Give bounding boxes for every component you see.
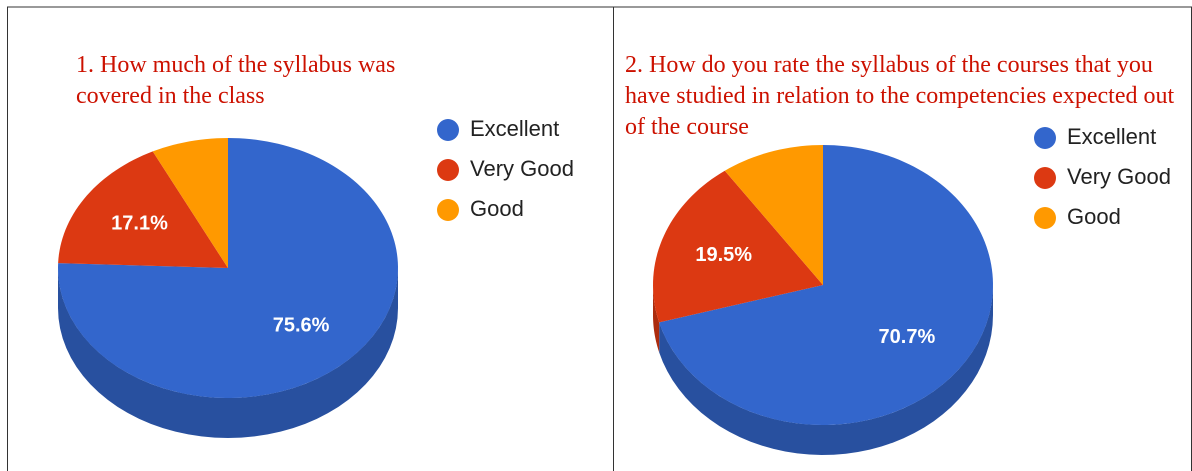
slice-side (659, 285, 993, 455)
legend-label: Good (1067, 204, 1121, 229)
chart-title: 1. How much of the syllabus was covered … (76, 52, 396, 109)
legend-swatch (1034, 207, 1056, 229)
slice (724, 145, 823, 285)
slice (653, 170, 823, 323)
legend-label: Very Good (470, 156, 574, 181)
data-label: 70.7% (879, 326, 936, 348)
slice-side (58, 268, 398, 438)
legend-swatch (437, 199, 459, 221)
slice (58, 151, 228, 268)
data-label: 75.6% (273, 314, 330, 336)
slice (58, 138, 398, 398)
slice (659, 145, 993, 425)
legend-label: Very Good (1067, 164, 1171, 189)
slice-side (653, 285, 660, 353)
legend-label: Excellent (1067, 124, 1156, 149)
legend-label: Good (470, 196, 524, 221)
legend-swatch (1034, 127, 1056, 149)
legend-swatch (437, 119, 459, 141)
legend-label: Excellent (470, 116, 559, 141)
legend-swatch (1034, 167, 1056, 189)
data-label: 17.1% (111, 212, 168, 234)
data-label: 19.5% (695, 244, 752, 266)
slice (152, 138, 228, 268)
chart-title: 2. How do you rate the syllabus of the c… (625, 52, 1175, 140)
legend-swatch (437, 159, 459, 181)
